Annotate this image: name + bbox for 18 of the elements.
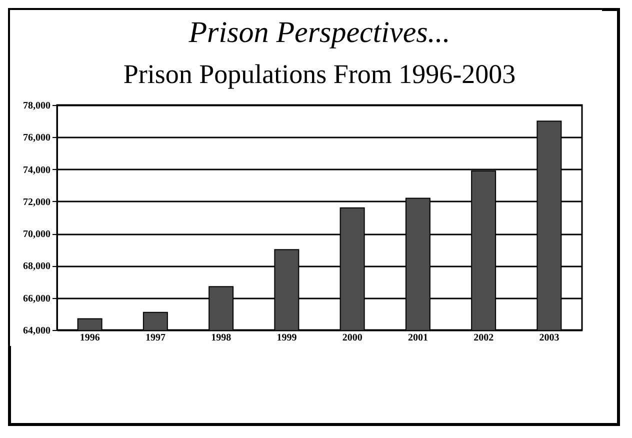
x-tick-label: 1998 — [211, 332, 232, 344]
x-tick-label: 2002 — [474, 332, 494, 344]
y-tick-label: 68,000 — [23, 261, 50, 272]
x-tick-label: 1997 — [145, 332, 166, 344]
x-tick-label: 1999 — [276, 332, 297, 344]
y-tick-label: 76,000 — [23, 132, 50, 144]
chart-subtitle: Prison Populations From 1996-2003 — [123, 59, 516, 89]
y-tick-label: 78,000 — [23, 100, 50, 112]
x-tick-label: 2001 — [408, 332, 428, 344]
y-tick-label: 66,000 — [23, 293, 50, 304]
x-tick-label: 2003 — [539, 332, 560, 344]
chart-title: Prison Perspectives... — [188, 16, 450, 49]
x-tick-label: 1996 — [80, 332, 100, 344]
y-tick-label: 74,000 — [23, 164, 50, 176]
x-tick-label: 2000 — [342, 332, 362, 344]
y-tick-label: 64,000 — [23, 326, 50, 336]
y-tick-label: 72,000 — [23, 196, 50, 208]
y-tick-label: 70,000 — [23, 229, 50, 240]
